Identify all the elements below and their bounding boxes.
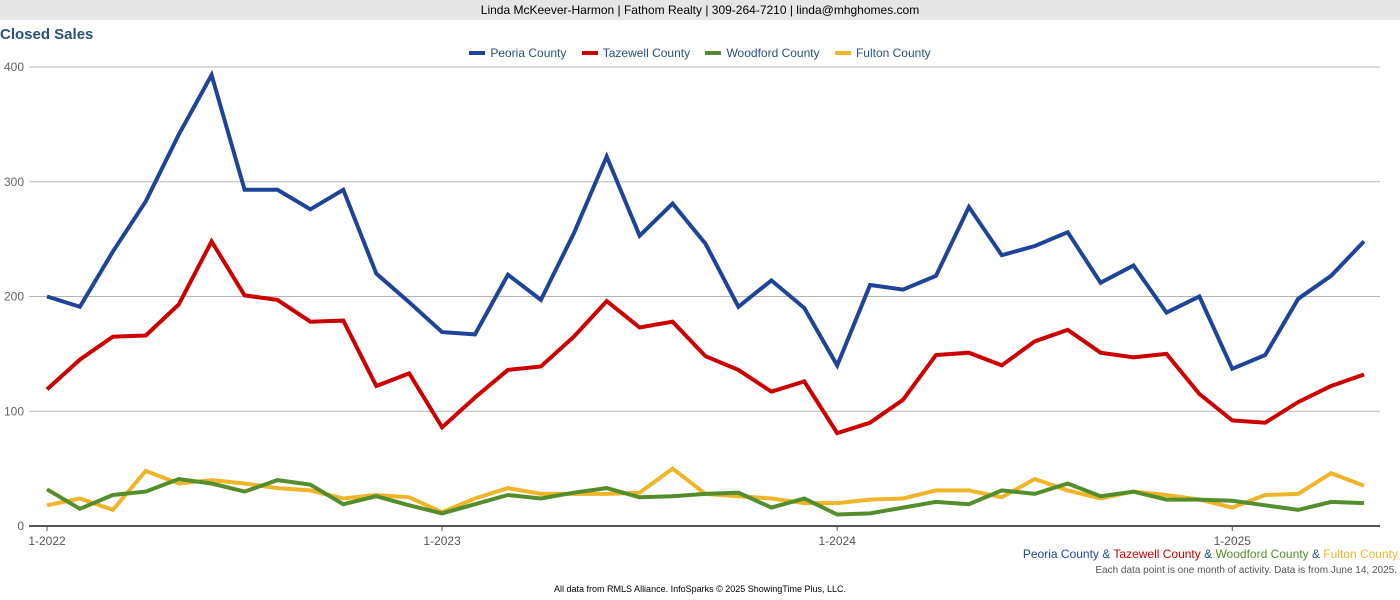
y-tick-label: 200 [4,290,24,304]
legend-item-peoria[interactable]: Peoria County [469,46,566,60]
legend-label-tazewell: Tazewell County [602,46,691,60]
caption-separator: & [1308,547,1324,561]
data-note: Each data point is one month of activity… [1095,565,1397,576]
y-tick-label: 100 [4,404,24,418]
series-caption: Peoria County & Tazewell County & Woodfo… [1023,547,1398,561]
legend-label-peoria: Peoria County [490,46,567,60]
contact-header: Linda McKeever-Harmon | Fathom Realty | … [0,0,1400,20]
series-line-tazewell [45,237,1365,436]
legend-item-woodford[interactable]: Woodford County [705,46,820,60]
series-line-peoria [46,69,1366,372]
series-line-woodford [45,476,1365,517]
footer-credit: All data from RMLS Alliance. InfoSparks … [554,584,846,594]
caption-fulton: Fulton County [1323,547,1398,561]
legend-label-fulton: Fulton County [855,46,931,60]
legend-label-woodford: Woodford County [726,46,820,60]
x-tick-label: 1-2024 [819,534,857,548]
legend-swatch-peoria [469,50,486,55]
caption-peoria: Peoria County [1022,547,1099,561]
caption-woodford: Woodford County [1215,547,1309,561]
legend-swatch-tazewell [581,50,598,55]
chart-title: Closed Sales [0,26,94,43]
legend-item-fulton[interactable]: Fulton County [834,46,931,60]
x-tick-label: 1-2022 [28,534,66,548]
x-tick-label: 1-2025 [1214,534,1252,548]
caption-separator: & [1098,547,1114,561]
legend-swatch-woodford [705,50,722,55]
y-tick-label: 0 [17,519,24,533]
legend-swatch-fulton [834,50,851,55]
chart-legend: Peoria County Tazewell County Woodford C… [0,46,1400,60]
caption-tazewell: Tazewell County [1113,547,1201,561]
y-tick-label: 300 [4,175,24,189]
caption-separator: & [1200,547,1216,561]
legend-item-tazewell[interactable]: Tazewell County [581,46,691,60]
x-tick-label: 1-2023 [423,534,461,548]
y-tick-label: 400 [4,60,24,74]
